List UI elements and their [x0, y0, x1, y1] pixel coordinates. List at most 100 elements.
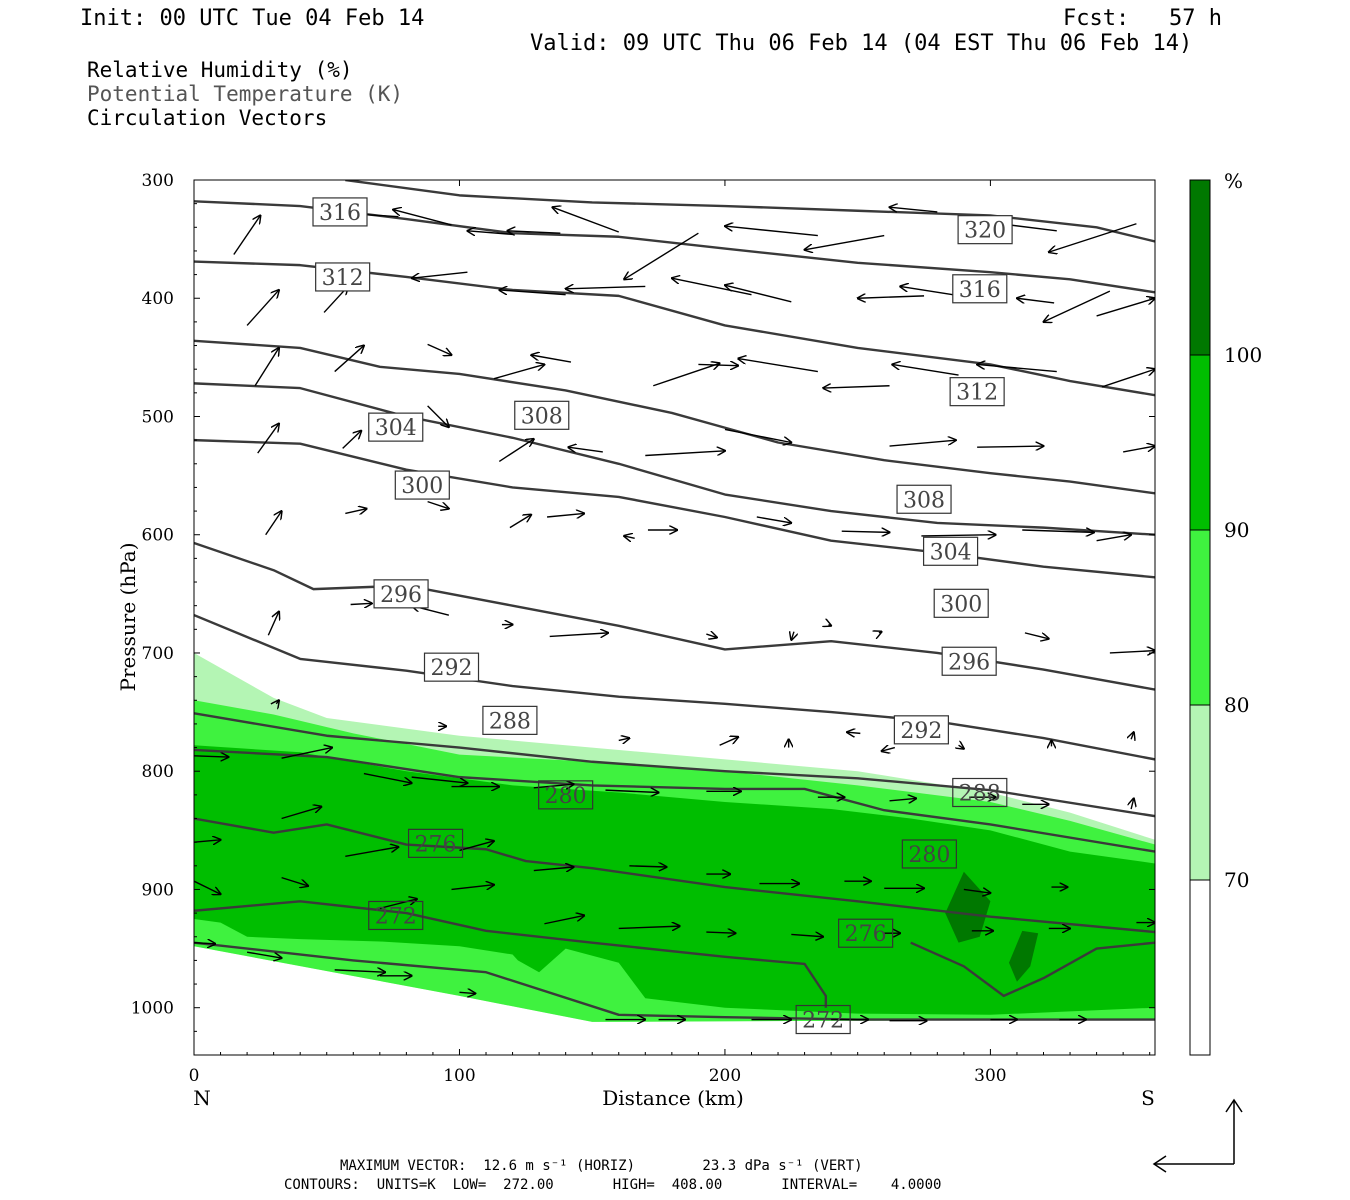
relative-humidity-shading: [194, 652, 1155, 1022]
circulation-vector: [427, 343, 452, 355]
circulation-vector: [257, 424, 279, 454]
colorbar-segment: [1189, 704, 1211, 881]
theta-contour-320: [345, 180, 1155, 243]
contour-label: 316: [952, 274, 1008, 304]
circulation-vector: [847, 732, 861, 733]
y-tick: 500: [142, 407, 1155, 427]
circulation-vector: [1101, 369, 1155, 388]
theta-contour-300: [194, 438, 1155, 579]
circulation-vector: [1044, 290, 1111, 322]
circulation-vector: [350, 603, 372, 604]
circulation-vector: [977, 364, 1057, 373]
circulation-vector: [281, 748, 332, 759]
svg-text:304: 304: [930, 540, 972, 565]
y-tick-label: 300: [142, 171, 174, 191]
theta-contour-280: [194, 817, 1155, 934]
circulation-vector: [1096, 298, 1155, 317]
circulation-vector: [791, 632, 794, 640]
north-end-label: N: [193, 1086, 211, 1110]
y-tick-label: 1000: [131, 999, 174, 1019]
x-tick-label: 300: [974, 1066, 1006, 1086]
circulation-vector: [568, 447, 603, 452]
svg-text:296: 296: [948, 650, 990, 675]
circulation-vector: [412, 271, 468, 278]
colorbar-tick-label: 70: [1224, 868, 1249, 892]
x-tick-label: 0: [189, 1066, 200, 1086]
circulation-vector: [345, 509, 366, 514]
axes: 0 100 200 300 300 400 500 600 700 800 900 1000 Dista…: [116, 171, 1155, 1110]
svg-text:308: 308: [903, 488, 945, 513]
contour-label: 308: [896, 484, 952, 514]
circulation-vector: [725, 226, 818, 237]
contour-label: 304: [368, 412, 424, 442]
circulation-vector: [334, 970, 385, 972]
circulation-vector: [499, 290, 566, 296]
max-vector-note: MAXIMUM VECTOR: 12.6 m s⁻¹ (HORIZ) 23.3 …: [340, 1158, 863, 1174]
circulation-vector: [533, 784, 574, 788]
contour-label: 272: [795, 1004, 851, 1035]
theta-contour-276: [194, 900, 828, 1008]
contour-label: 280: [538, 780, 594, 810]
colorbar-segment: [1189, 529, 1211, 706]
valid-time-label: Valid: 09 UTC Thu 06 Feb 14 (04 EST Thu …: [530, 31, 1193, 56]
contour-label: 316: [312, 197, 368, 227]
svg-text:288: 288: [959, 782, 1001, 807]
theta-contour-276: [910, 941, 1155, 998]
contour-label: 300: [933, 588, 989, 618]
svg-text:288: 288: [489, 709, 531, 734]
circulation-vector: [411, 776, 468, 783]
circulation-vector: [544, 915, 584, 925]
contour-label: 312: [315, 262, 371, 292]
reference-vector: [1152, 1098, 1243, 1173]
colorbar-tick-label: 100: [1224, 343, 1262, 367]
svg-text:316: 316: [959, 278, 1001, 303]
circulation-vector: [194, 840, 221, 842]
x-tick: 100: [443, 180, 476, 1086]
legend-potential-temperature: Potential Temperature (K): [87, 82, 404, 106]
circulation-vector: [459, 992, 475, 993]
circulation-vector: [882, 748, 896, 752]
circulation-vector: [334, 346, 364, 373]
circulation-vector: [427, 500, 449, 509]
circulation-vector: [879, 632, 882, 633]
circulation-vector: [493, 364, 544, 380]
circulation-vector: [246, 290, 279, 326]
theta-contour-308: [194, 339, 1155, 495]
circulation-vector: [841, 531, 890, 532]
svg-text:272: 272: [375, 904, 417, 929]
x-tick: 200: [709, 180, 741, 1086]
circulation-vector: [698, 364, 738, 365]
circulation-vector: [805, 234, 885, 250]
svg-text:320: 320: [964, 219, 1006, 244]
circulation-vector: [977, 446, 1043, 447]
svg-text:296: 296: [380, 583, 422, 608]
x-tick-label: 200: [709, 1066, 741, 1086]
circulation-vector: [265, 511, 282, 536]
circulation-vector: [889, 798, 917, 800]
y-axis-label: Pressure (hPa): [116, 543, 140, 692]
x-tick: 300: [974, 180, 1007, 1086]
contour-label: 300: [394, 470, 450, 500]
circulation-vector: [624, 536, 635, 538]
svg-text:292: 292: [900, 719, 942, 744]
circulation-vector: [719, 737, 739, 746]
circulation-vector: [363, 772, 412, 783]
circulation-vector: [194, 943, 215, 944]
circulation-vector: [509, 515, 531, 529]
theta-contour-288: [194, 712, 1155, 818]
circulation-vector: [507, 231, 561, 233]
theta-contour-284: [194, 748, 1155, 853]
colorbar-tick-label: 90: [1224, 518, 1249, 542]
circulation-vector: [756, 516, 792, 523]
svg-text:280: 280: [545, 784, 587, 809]
colorbar: 70 80 90 100%: [1189, 169, 1262, 1056]
contour-label: 288: [482, 705, 538, 735]
circulation-vector: [451, 885, 494, 891]
svg-text:300: 300: [940, 592, 982, 617]
circulation-vector: [1123, 446, 1155, 453]
svg-text:292: 292: [431, 656, 473, 681]
circulation-vector: [921, 535, 995, 536]
forecast-hour-label: Fcst: 57 h: [1063, 6, 1222, 31]
circulation-vector: [1096, 535, 1132, 542]
